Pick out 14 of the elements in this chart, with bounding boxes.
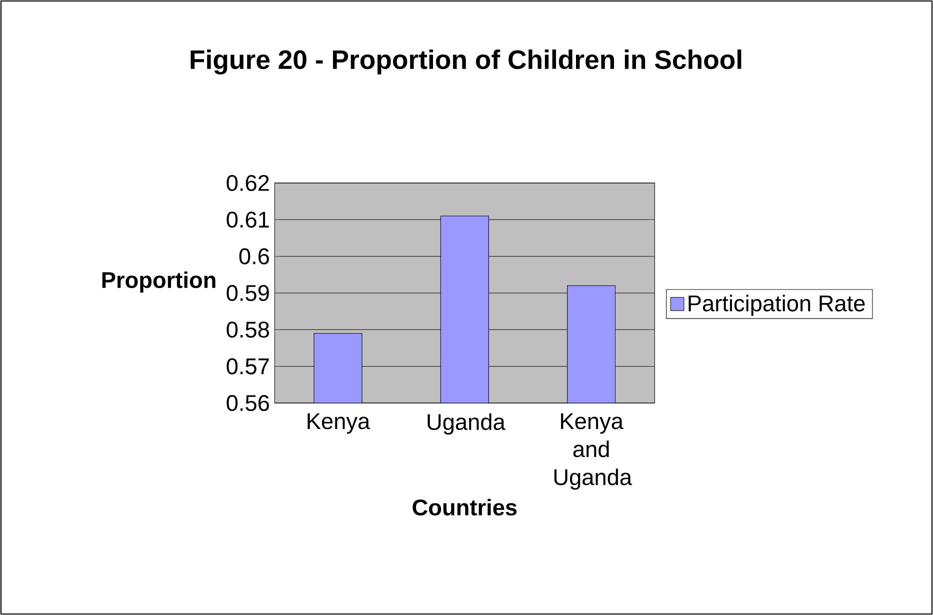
- x-axis-title: Countries: [412, 498, 517, 516]
- y-tick-label: 0.62: [226, 174, 269, 192]
- legend-label: Participation Rate: [688, 294, 865, 316]
- x-tick-label: Uganda: [428, 413, 506, 435]
- chart-title: Figure 20 - Proportion of Children in School: [190, 50, 742, 74]
- y-tick-label: 0.61: [226, 212, 269, 228]
- y-axis-title: Proportion: [102, 271, 216, 293]
- y-tick-label: 0.58: [226, 322, 269, 338]
- y-tick-label: 0.56: [226, 394, 269, 412]
- y-tick-label: 0.59: [226, 284, 269, 302]
- x-tick-label: Kenya: [308, 413, 370, 434]
- x-tick-label: Kenya and Uganda: [554, 413, 632, 490]
- y-tick-label: 0.57: [226, 358, 269, 374]
- y-tick-label: 0.6: [239, 248, 269, 264]
